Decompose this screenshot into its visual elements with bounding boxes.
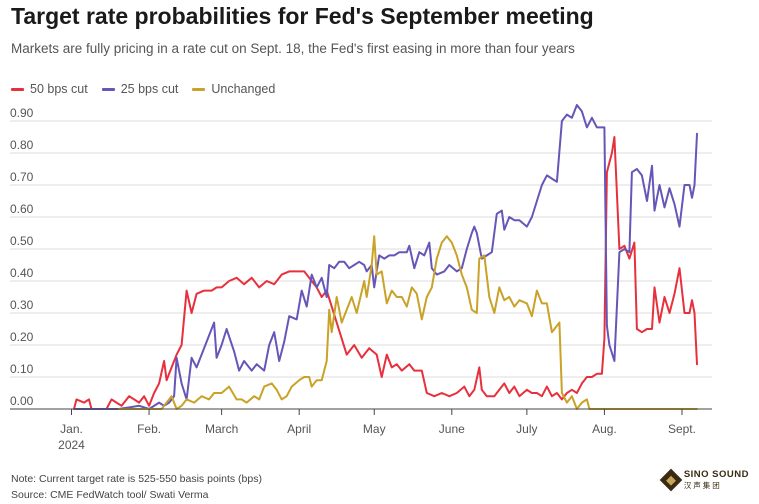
series-line-50-bps-cut [73, 136, 698, 410]
logo-text: SINO SOUND 汉声集团 [684, 470, 749, 489]
legend-label-unchanged: Unchanged [211, 82, 276, 96]
x-axis-ticks: Jan. 2024 Feb. March April May June July Aug. Sep… [58, 409, 696, 452]
legend-label-50bps: 50 bps cut [30, 82, 88, 96]
legend-swatch-50bps [11, 87, 24, 91]
y-tick-label-0.60: 0.60 [10, 202, 34, 216]
x-tick-label-june: June [439, 422, 465, 436]
y-tick-label-0.90: 0.90 [10, 106, 34, 120]
logo-text-en: SINO SOUND [683, 469, 749, 480]
y-tick-label-0.20: 0.20 [10, 330, 34, 344]
x-tick-label-jan: Jan. [60, 422, 83, 436]
y-tick-label-0.80: 0.80 [10, 138, 34, 152]
x-tick-label-april: April [287, 422, 311, 436]
x-tick-label-may: May [363, 422, 386, 436]
logo-diamond-icon [659, 468, 683, 491]
x-tick-label-feb: Feb. [137, 422, 161, 436]
legend-swatch-unchanged [192, 87, 206, 91]
chart-legend: 50 bps cut 25 bps cut Unchanged [11, 82, 275, 96]
footer-note: Note: Current target rate is 525-550 bas… [11, 473, 262, 485]
series-line-unchanged [118, 235, 698, 410]
x-tick-sublabel-2024: 2024 [58, 438, 85, 452]
footer-source: Source: CME FedWatch tool/ Swati Verma [11, 489, 209, 501]
x-tick-label-sept: Sept. [668, 422, 696, 436]
y-tick-label-0.30: 0.30 [10, 298, 34, 312]
legend-label-25bps: 25 bps cut [120, 82, 179, 96]
series-line-25-bps-cut [73, 104, 698, 410]
x-tick-label-july: July [516, 422, 537, 436]
series-lines [73, 104, 698, 410]
y-axis-ticks: 0.00 0.10 0.20 0.30 0.40 0.50 0.60 0.70 0.80 0.90 [10, 106, 34, 408]
x-tick-label-aug: Aug. [592, 422, 617, 436]
chart-subtitle: Markets are fully pricing in a rate cut … [11, 41, 575, 56]
legend-item-unchanged: Unchanged [192, 82, 275, 96]
y-tick-label-0.10: 0.10 [10, 362, 34, 376]
legend-swatch-25bps [101, 87, 115, 91]
y-tick-label-0.50: 0.50 [10, 234, 34, 248]
y-tick-label-0.40: 0.40 [10, 266, 34, 280]
y-tick-label-0.00: 0.00 [10, 394, 34, 408]
y-tick-label-0.70: 0.70 [10, 170, 34, 184]
gridlines [10, 120, 712, 378]
legend-item-25bps: 25 bps cut [101, 82, 179, 96]
x-tick-label-march: March [205, 422, 238, 436]
brand-logo: SINO SOUND 汉声集团 [659, 468, 749, 491]
legend-item-50bps: 50 bps cut [11, 82, 88, 96]
logo-text-cn: 汉声集团 [683, 480, 722, 490]
chart-title: Target rate probabilities for Fed's Sept… [11, 3, 594, 29]
